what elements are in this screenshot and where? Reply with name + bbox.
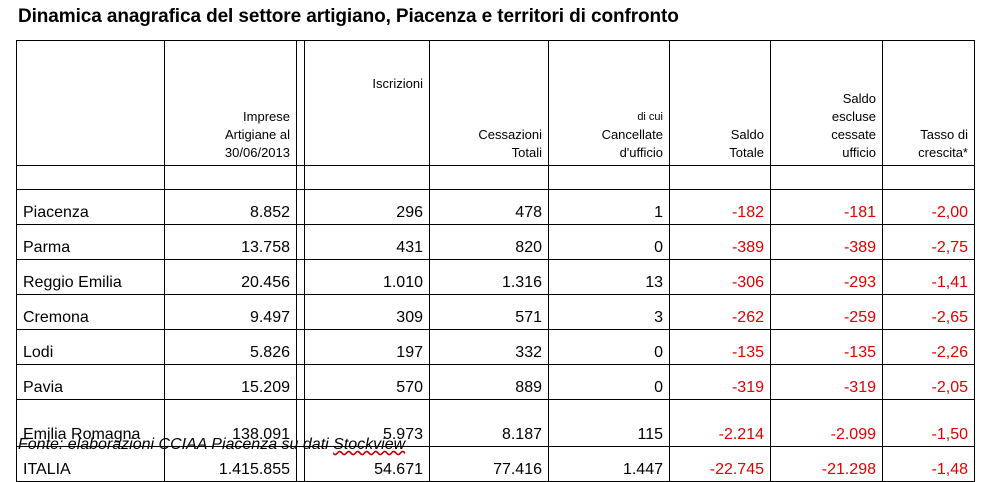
cell-tasso: -1,48 xyxy=(882,446,975,482)
cell-cancellate: 0 xyxy=(548,364,670,400)
header-iscrizioni: Iscrizioni xyxy=(304,40,430,166)
row-territorio: Pavia xyxy=(16,364,165,400)
column-gap xyxy=(296,364,305,400)
header-saldo-totale: Saldo Totale xyxy=(669,40,771,166)
cell-cancellate: 13 xyxy=(548,259,670,295)
cell-iscrizioni: 296 xyxy=(304,189,430,225)
header-row: Imprese Artigiane al 30/06/2013 Iscrizioni… xyxy=(16,40,975,166)
cell-iscrizioni: 1.010 xyxy=(304,259,430,295)
cell-saldo-escluse: -389 xyxy=(770,224,883,260)
column-gap xyxy=(296,189,305,225)
table-row: Cremona 9.497 309 571 3 -262 -259 -2,65 xyxy=(16,294,975,330)
cell-cancellate: 0 xyxy=(548,329,670,365)
cell-tasso: -2,26 xyxy=(882,329,975,365)
table-row: Parma 13.758 431 820 0 -389 -389 -2,75 xyxy=(16,224,975,260)
cell-cancellate: 115 xyxy=(548,399,670,447)
cell-imprese: 5.826 xyxy=(164,329,297,365)
table-row: Piacenza 8.852 296 478 1 -182 -181 -2,00 xyxy=(16,189,975,225)
column-gap xyxy=(296,329,305,365)
cell-imprese: 138.091 xyxy=(164,399,297,447)
cell-tasso: -2,05 xyxy=(882,364,975,400)
cell-cancellate: 0 xyxy=(548,224,670,260)
source-prefix: Fonte: elaborazioni CCIAA Piacenza su da… xyxy=(18,436,334,453)
cell-saldo-totale: -2.214 xyxy=(669,399,771,447)
column-gap xyxy=(296,40,305,166)
cell-tasso: -1,41 xyxy=(882,259,975,295)
cell-saldo-totale: -262 xyxy=(669,294,771,330)
cell-saldo-escluse: -259 xyxy=(770,294,883,330)
header-cessazioni: Cessazioni Totali xyxy=(429,40,549,166)
cell-saldo-escluse: -293 xyxy=(770,259,883,295)
blank-cell xyxy=(669,165,771,190)
blank-cell xyxy=(548,165,670,190)
column-gap xyxy=(296,259,305,295)
cell-saldo-escluse: -181 xyxy=(770,189,883,225)
cell-saldo-totale: -306 xyxy=(669,259,771,295)
blank-cell xyxy=(882,165,975,190)
blank-row xyxy=(16,165,975,190)
column-gap xyxy=(296,224,305,260)
cell-saldo-totale: -319 xyxy=(669,364,771,400)
cell-iscrizioni: 570 xyxy=(304,364,430,400)
row-territorio: Lodi xyxy=(16,329,165,365)
header-saldo-escluse: Saldo escluse cessate ufficio xyxy=(770,40,883,166)
table-row: Pavia 15.209 570 889 0 -319 -319 -2,05 xyxy=(16,364,975,400)
cell-imprese: 8.852 xyxy=(164,189,297,225)
cell-saldo-escluse: -319 xyxy=(770,364,883,400)
column-gap xyxy=(296,165,305,190)
blank-cell xyxy=(304,165,430,190)
cell-cessazioni: 889 xyxy=(429,364,549,400)
cell-tasso: -2,00 xyxy=(882,189,975,225)
cell-cessazioni: 1.316 xyxy=(429,259,549,295)
cell-tasso: -2,65 xyxy=(882,294,975,330)
cell-cessazioni: 478 xyxy=(429,189,549,225)
cell-iscrizioni: 309 xyxy=(304,294,430,330)
cell-imprese: 13.758 xyxy=(164,224,297,260)
header-cancellate: di cui Cancellate d'ufficio xyxy=(548,40,670,166)
cell-cessazioni: 77.416 xyxy=(429,446,549,482)
cell-imprese: 20.456 xyxy=(164,259,297,295)
blank-cell xyxy=(16,165,165,190)
blank-cell xyxy=(429,165,549,190)
header-territorio xyxy=(16,40,165,166)
cell-saldo-escluse: -2.099 xyxy=(770,399,883,447)
header-imprese: Imprese Artigiane al 30/06/2013 xyxy=(164,40,297,166)
cell-cessazioni: 8.187 xyxy=(429,399,549,447)
cell-iscrizioni: 431 xyxy=(304,224,430,260)
cell-saldo-totale: -182 xyxy=(669,189,771,225)
cell-saldo-totale: -22.745 xyxy=(669,446,771,482)
row-territorio: Parma xyxy=(16,224,165,260)
column-gap xyxy=(296,294,305,330)
cell-saldo-totale: -389 xyxy=(669,224,771,260)
blank-cell xyxy=(164,165,297,190)
cell-imprese: 15.209 xyxy=(164,364,297,400)
source-note: Fonte: elaborazioni CCIAA Piacenza su da… xyxy=(18,436,405,454)
cell-cessazioni: 332 xyxy=(429,329,549,365)
cell-cessazioni: 571 xyxy=(429,294,549,330)
blank-cell xyxy=(770,165,883,190)
row-territorio: Reggio Emilia xyxy=(16,259,165,295)
cell-cancellate: 1 xyxy=(548,189,670,225)
table-row: Lodi 5.826 197 332 0 -135 -135 -2,26 xyxy=(16,329,975,365)
cell-cancellate: 3 xyxy=(548,294,670,330)
table-row: Reggio Emilia 20.456 1.010 1.316 13 -306 -293-… xyxy=(16,259,975,295)
cell-saldo-totale: -135 xyxy=(669,329,771,365)
cell-imprese: 9.497 xyxy=(164,294,297,330)
cell-cancellate: 1.447 xyxy=(548,446,670,482)
cell-saldo-escluse: -135 xyxy=(770,329,883,365)
data-table: Imprese Artigiane al 30/06/2013 Iscrizioni… xyxy=(16,40,975,482)
row-territorio: Piacenza xyxy=(16,189,165,225)
header-tasso: Tasso di crescita* xyxy=(882,40,975,166)
cell-iscrizioni: 5.973 xyxy=(304,399,430,447)
table-title: Dinamica anagrafica del settore artigian… xyxy=(18,6,679,27)
row-territorio: Cremona xyxy=(16,294,165,330)
cell-iscrizioni: 197 xyxy=(304,329,430,365)
source-link-text: Stockview xyxy=(333,436,406,453)
cell-tasso: -2,75 xyxy=(882,224,975,260)
cell-cessazioni: 820 xyxy=(429,224,549,260)
cell-saldo-escluse: -21.298 xyxy=(770,446,883,482)
cell-tasso: -1,50 xyxy=(882,399,975,447)
row-territorio: Emilia Romagna xyxy=(16,399,165,447)
table-row: Emilia Romagna 138.091 5.973 8.187 115 -2.214… xyxy=(16,399,975,447)
